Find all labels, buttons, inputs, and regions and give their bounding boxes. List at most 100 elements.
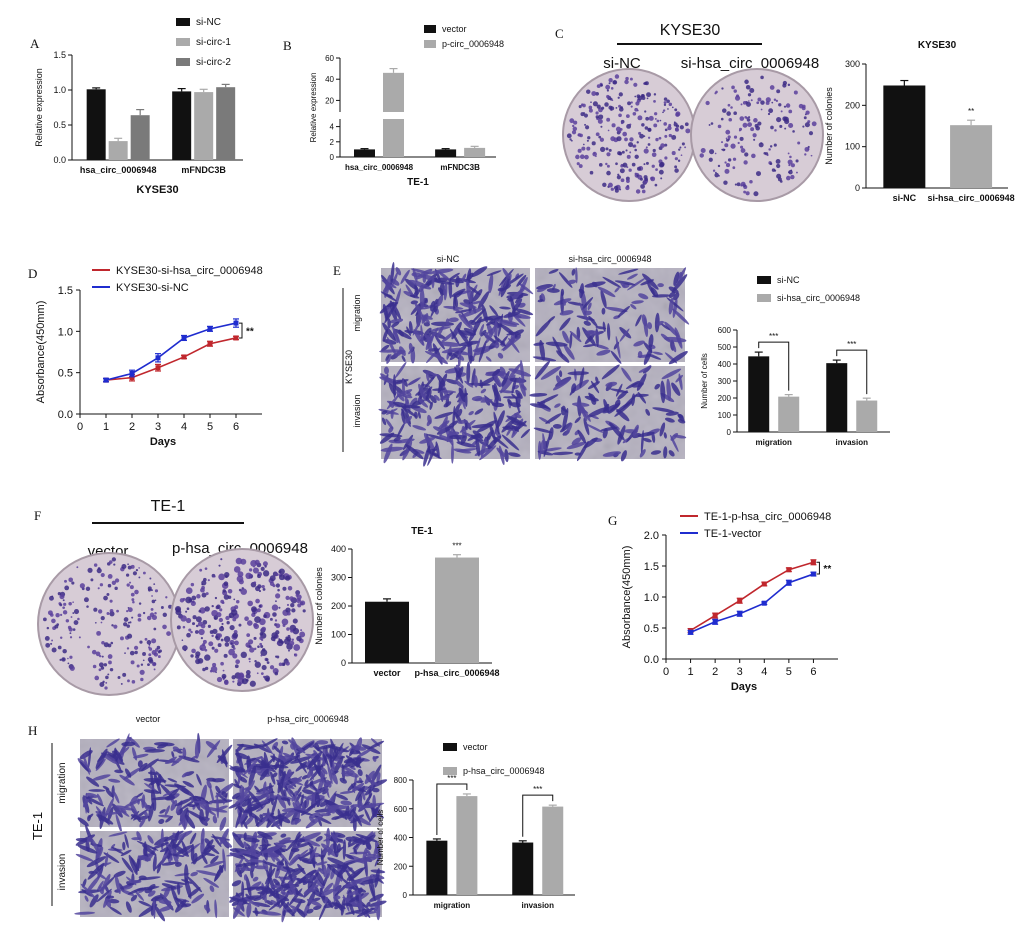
cell [518, 376, 526, 397]
colony [117, 676, 121, 679]
cell [447, 434, 466, 440]
x-tick-label: 3 [737, 666, 743, 678]
colony [68, 602, 72, 606]
y-tick-label: 2 [330, 138, 335, 147]
cell [257, 814, 270, 827]
colony [79, 583, 85, 589]
cell [476, 347, 484, 353]
cell [387, 336, 398, 358]
colony [204, 606, 210, 612]
cell [329, 864, 348, 869]
data-point [761, 600, 767, 606]
colony [753, 138, 756, 141]
cell [243, 874, 248, 881]
cell [324, 896, 329, 903]
cell [159, 809, 166, 814]
colony [667, 125, 672, 131]
colony [220, 625, 224, 629]
colony [641, 96, 646, 101]
y-tick-label: 60 [325, 54, 334, 63]
cell [647, 282, 656, 297]
cell [273, 878, 281, 887]
colony [56, 623, 60, 626]
colony [618, 113, 622, 118]
cell [330, 832, 339, 844]
y-tick-label: 0 [341, 658, 346, 668]
colony [224, 571, 230, 578]
colony [231, 609, 238, 616]
y-tick-label: 1.5 [58, 285, 73, 297]
cell [413, 411, 418, 419]
colony [614, 74, 620, 79]
colony [240, 558, 247, 565]
cell [138, 900, 152, 907]
colony [788, 171, 791, 174]
colony [751, 153, 756, 159]
cell [596, 349, 611, 356]
cell [317, 754, 321, 776]
colony [674, 165, 678, 169]
colony [269, 575, 276, 582]
colony [147, 663, 150, 667]
colony [254, 559, 260, 565]
cell [496, 410, 505, 429]
colony [199, 644, 207, 651]
cell [451, 443, 454, 464]
cell [408, 348, 413, 355]
cell [209, 885, 215, 893]
colony [578, 105, 582, 109]
cell [262, 835, 269, 845]
series-line [105, 337, 237, 381]
colony [624, 137, 628, 142]
colony [216, 676, 223, 683]
cell [280, 759, 293, 768]
y-tick-label: 100 [718, 411, 732, 420]
colony [65, 619, 70, 623]
cell [133, 753, 149, 759]
colony [663, 101, 667, 104]
cell [295, 741, 315, 756]
colony [771, 101, 774, 104]
cell [431, 275, 435, 289]
axis-break [334, 112, 494, 119]
colony [139, 669, 145, 675]
cell [245, 876, 252, 898]
colony [207, 579, 210, 582]
colony [191, 595, 197, 601]
colony [114, 578, 120, 583]
colony [646, 92, 652, 98]
cell [489, 305, 499, 317]
cell [552, 451, 574, 456]
cell [289, 779, 304, 786]
colony [608, 82, 611, 85]
colony [784, 118, 790, 125]
colony [151, 599, 156, 604]
cell [390, 409, 394, 420]
colony [248, 568, 253, 572]
colony [55, 613, 60, 618]
x-tick-label: migration [755, 438, 792, 447]
colony [760, 108, 763, 111]
cell [86, 836, 92, 843]
cell [619, 328, 630, 342]
cell [97, 793, 103, 805]
colony [645, 146, 648, 149]
x-tick-label: hsa_circ_0006948 [345, 163, 414, 172]
x-tick-label: 5 [786, 666, 792, 678]
legend-label: si-NC [196, 17, 221, 28]
colony [146, 640, 152, 645]
y-axis-label: Number of cells [700, 353, 709, 409]
colony [274, 671, 279, 676]
cell [543, 434, 551, 458]
colony [615, 106, 618, 109]
y-tick-label: 300 [718, 377, 732, 386]
y-tick-label: 0 [330, 153, 335, 162]
colony [204, 567, 208, 570]
colony [246, 620, 253, 626]
colony [792, 130, 795, 133]
chart-d: 0.00.51.01.50 1 2 3 4 5 6Absorbance(450mm)Days… [35, 265, 263, 448]
cell [114, 874, 121, 895]
colony [600, 83, 603, 87]
colony [771, 168, 776, 172]
